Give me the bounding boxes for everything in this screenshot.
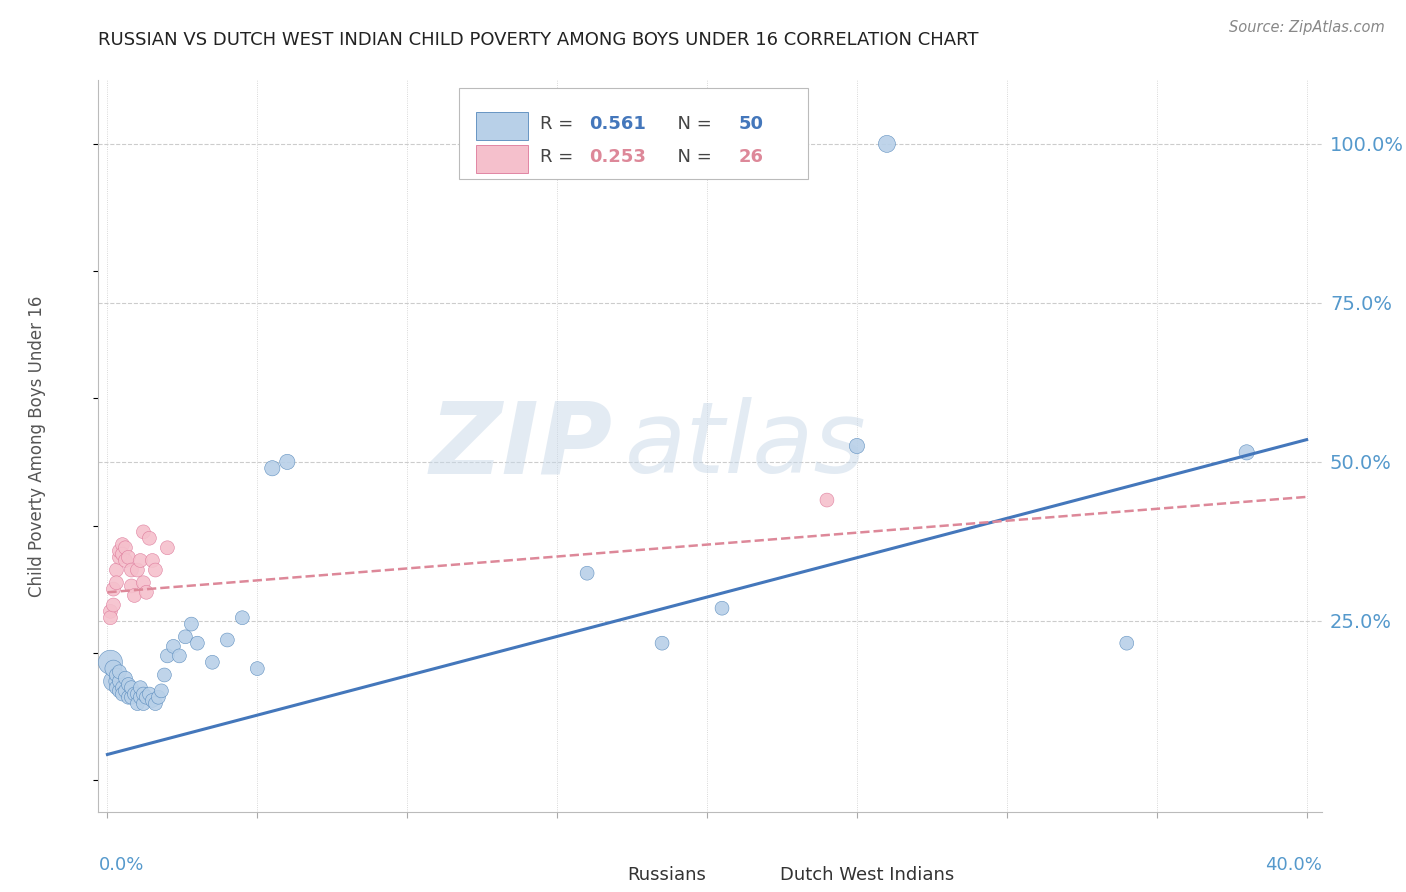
Point xyxy=(145,563,167,577)
Point xyxy=(201,655,224,669)
Point xyxy=(1115,636,1137,650)
Point xyxy=(120,690,142,705)
Point xyxy=(156,541,179,555)
Point xyxy=(246,662,269,676)
Point xyxy=(117,550,139,565)
Text: atlas: atlas xyxy=(624,398,866,494)
Point xyxy=(876,136,898,151)
Point xyxy=(845,439,868,453)
Text: RUSSIAN VS DUTCH WEST INDIAN CHILD POVERTY AMONG BOYS UNDER 16 CORRELATION CHART: RUSSIAN VS DUTCH WEST INDIAN CHILD POVER… xyxy=(98,31,979,49)
Point xyxy=(108,665,131,679)
Point xyxy=(117,690,139,705)
Point xyxy=(135,690,157,705)
Text: R =: R = xyxy=(540,115,579,133)
Point xyxy=(135,585,157,599)
Point xyxy=(217,632,239,647)
Point xyxy=(141,693,163,707)
Point xyxy=(138,687,160,701)
Point xyxy=(231,611,253,625)
Point xyxy=(129,690,152,705)
Point xyxy=(132,687,155,701)
Point xyxy=(132,575,155,590)
Text: R =: R = xyxy=(540,148,579,166)
FancyBboxPatch shape xyxy=(477,112,527,140)
Text: Source: ZipAtlas.com: Source: ZipAtlas.com xyxy=(1229,20,1385,35)
Text: 26: 26 xyxy=(738,148,763,166)
Point xyxy=(111,687,134,701)
Point xyxy=(276,455,298,469)
Point xyxy=(141,553,163,567)
Text: Dutch West Indians: Dutch West Indians xyxy=(780,866,955,884)
Point xyxy=(105,563,128,577)
Point xyxy=(105,668,128,682)
Point xyxy=(153,668,176,682)
Text: N =: N = xyxy=(666,115,717,133)
Text: Child Poverty Among Boys Under 16: Child Poverty Among Boys Under 16 xyxy=(28,295,46,597)
Point xyxy=(180,617,202,632)
Point xyxy=(576,566,599,581)
Point xyxy=(100,604,122,618)
Point xyxy=(120,681,142,695)
Point xyxy=(100,655,122,669)
Point xyxy=(114,684,136,698)
Point xyxy=(132,697,155,711)
Point xyxy=(186,636,208,650)
Point xyxy=(132,524,155,539)
FancyBboxPatch shape xyxy=(569,863,619,887)
Text: 50: 50 xyxy=(738,115,763,133)
Text: Russians: Russians xyxy=(627,866,706,884)
Point xyxy=(169,648,191,663)
Text: 0.0%: 0.0% xyxy=(98,855,143,873)
FancyBboxPatch shape xyxy=(477,145,527,173)
Point xyxy=(103,674,125,689)
Point xyxy=(108,544,131,558)
Point xyxy=(150,684,173,698)
FancyBboxPatch shape xyxy=(460,87,808,179)
Point xyxy=(174,630,197,644)
Point xyxy=(127,563,149,577)
Point xyxy=(105,575,128,590)
Text: 0.253: 0.253 xyxy=(589,148,645,166)
Point xyxy=(100,611,122,625)
Point xyxy=(651,636,673,650)
Text: 0.561: 0.561 xyxy=(589,115,645,133)
Point xyxy=(103,598,125,612)
Point xyxy=(105,681,128,695)
Point xyxy=(111,538,134,552)
Point xyxy=(711,601,734,615)
Text: ZIP: ZIP xyxy=(429,398,612,494)
Point xyxy=(103,662,125,676)
Point xyxy=(148,690,170,705)
Point xyxy=(815,493,838,508)
Point xyxy=(114,541,136,555)
Text: 40.0%: 40.0% xyxy=(1265,855,1322,873)
Point xyxy=(103,582,125,596)
Point xyxy=(108,684,131,698)
Point xyxy=(127,687,149,701)
Point xyxy=(111,681,134,695)
Point xyxy=(124,687,146,701)
Point xyxy=(156,648,179,663)
Point xyxy=(108,550,131,565)
Point xyxy=(127,697,149,711)
Point xyxy=(114,671,136,685)
Point xyxy=(129,553,152,567)
Point xyxy=(145,697,167,711)
Point xyxy=(105,674,128,689)
Point xyxy=(129,681,152,695)
Point xyxy=(111,547,134,561)
Point xyxy=(114,553,136,567)
Point xyxy=(1236,445,1258,459)
Point xyxy=(117,677,139,691)
Point xyxy=(120,579,142,593)
Point xyxy=(162,640,184,654)
Point xyxy=(262,461,284,475)
Point xyxy=(120,563,142,577)
Point xyxy=(124,589,146,603)
Point xyxy=(108,674,131,689)
Text: N =: N = xyxy=(666,148,717,166)
FancyBboxPatch shape xyxy=(723,863,772,887)
Point xyxy=(138,531,160,545)
